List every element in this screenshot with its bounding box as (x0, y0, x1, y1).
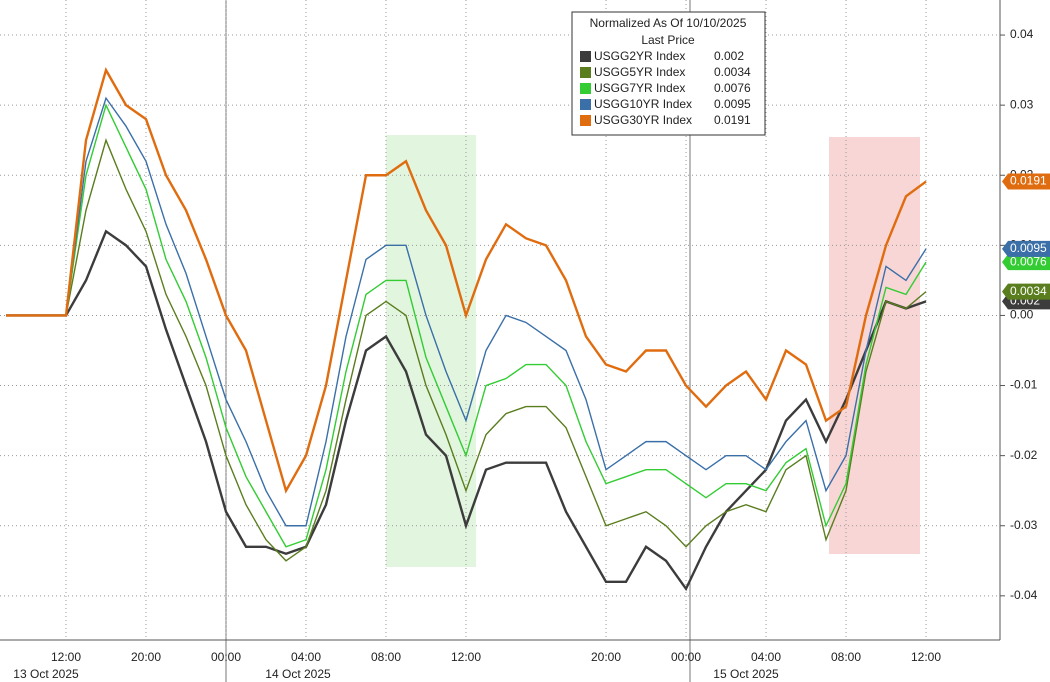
value-tag (1002, 240, 1050, 257)
x-tick-label: 04:00 (291, 650, 321, 664)
legend-title: Normalized As Of 10/10/2025 (590, 16, 747, 30)
date-label: 14 Oct 2025 (265, 667, 331, 681)
value-tag (1002, 173, 1050, 190)
y-tick-label: -0.01 (1010, 378, 1038, 392)
legend-value: 0.002 (714, 49, 744, 63)
x-tick-label: 08:00 (371, 650, 401, 664)
legend-label: USGG10YR Index (594, 97, 692, 111)
legend-value: 0.0191 (714, 113, 751, 127)
value-tag-label: 0.0034 (1010, 284, 1047, 298)
x-tick-label: 20:00 (131, 650, 161, 664)
y-tick-label: 0.00 (1010, 308, 1034, 322)
date-label: 15 Oct 2025 (713, 667, 779, 681)
legend-label: USGG2YR Index (594, 49, 685, 63)
y-tick-label: -0.04 (1010, 588, 1038, 602)
value-tag-label: 0.0076 (1010, 254, 1047, 268)
date-label: 13 Oct 2025 (13, 667, 79, 681)
legend-label: USGG30YR Index (594, 113, 692, 127)
legend-swatch (580, 67, 591, 78)
legend-value: 0.0095 (714, 97, 751, 111)
legend-subtitle: Last Price (641, 33, 695, 47)
value-tag (1002, 283, 1050, 300)
x-tick-label: 04:00 (751, 650, 781, 664)
value-tag-label: 0.0191 (1010, 174, 1047, 188)
x-tick-label: 20:00 (591, 650, 621, 664)
legend-value: 0.0076 (714, 81, 751, 95)
legend-swatch (580, 99, 591, 110)
highlight-green (386, 135, 476, 567)
x-tick-label: 12:00 (911, 650, 941, 664)
y-tick-label: -0.02 (1010, 448, 1038, 462)
line-series (6, 96, 927, 527)
legend-label: USGG5YR Index (594, 65, 685, 79)
legend-swatch (580, 83, 591, 94)
value-tag (1002, 254, 1050, 271)
line-series (6, 229, 927, 592)
line-series (6, 67, 927, 494)
highlight-red (829, 137, 920, 554)
x-tick-label: 00:00 (211, 650, 241, 664)
y-tick-label: 0.03 (1010, 97, 1034, 111)
legend-value: 0.0034 (714, 65, 751, 79)
legend-box (571, 11, 766, 136)
x-tick-label: 08:00 (831, 650, 861, 664)
line-series (6, 138, 927, 562)
x-tick-label: 12:00 (451, 650, 481, 664)
legend: Normalized As Of 10/10/2025 Last Price U… (571, 11, 766, 136)
x-tick-label: 12:00 (51, 650, 81, 664)
legend-swatch (580, 115, 591, 126)
y-tick-label: 0.04 (1010, 27, 1034, 41)
legend-swatch (580, 51, 591, 62)
legend-label: USGG7YR Index (594, 81, 685, 95)
line-series (6, 103, 927, 548)
value-tag-label: 0.0095 (1010, 241, 1047, 255)
y-tick-label: -0.03 (1010, 518, 1038, 532)
x-tick-label: 00:00 (671, 650, 701, 664)
